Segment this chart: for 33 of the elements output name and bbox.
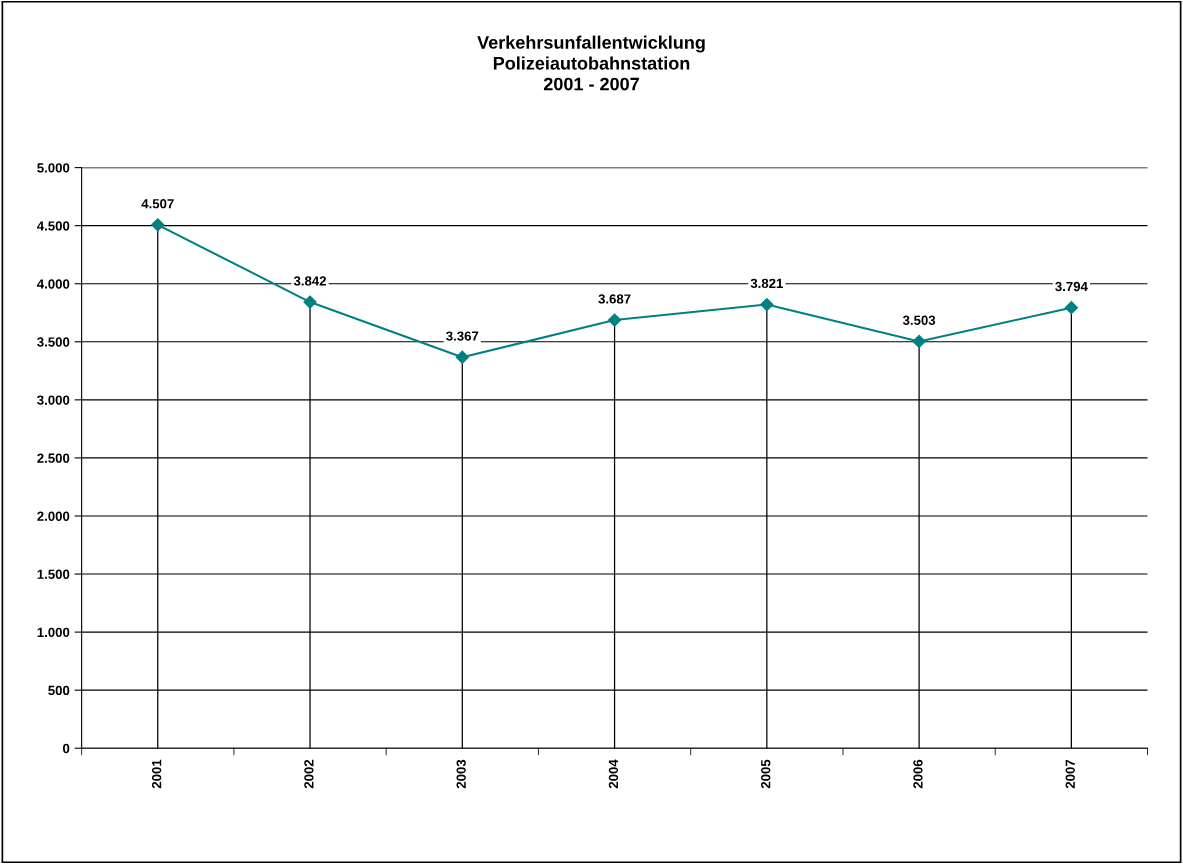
y-tick-label: 3.000 [37, 395, 70, 405]
point [760, 297, 774, 312]
y-tick-label: 500 [48, 685, 70, 696]
point [303, 295, 317, 309]
y-tick-label: 0 [63, 743, 70, 754]
point [455, 350, 469, 364]
data-label: 4.507 [141, 199, 174, 209]
y-tick-label: 5.000 [37, 163, 70, 173]
point [607, 313, 622, 327]
y-tick-label: 4.500 [37, 221, 70, 231]
y-tick-label: 2.000 [37, 511, 70, 521]
data-label: 3.794 [1055, 281, 1088, 292]
data-label: 3.842 [293, 276, 327, 286]
y-tick-label: 1.500 [37, 569, 70, 579]
x-tick-label: 2006 [913, 759, 923, 789]
x-tick-label: 2004 [608, 759, 619, 789]
x-tick-label: 2003 [456, 759, 466, 789]
x-tick-label: 2001 [151, 759, 162, 789]
x-tick-label: 2002 [304, 759, 314, 789]
data-label: 3.687 [598, 294, 631, 304]
data-label: 3.821 [750, 278, 783, 289]
y-tick-label: 4.000 [37, 279, 70, 289]
point [151, 218, 165, 232]
y-tick-label: 3.500 [37, 337, 70, 347]
data-label: 3.503 [902, 315, 936, 325]
x-tick-label: 2007 [1065, 759, 1075, 789]
y-tick-label: 2.500 [37, 453, 70, 463]
chart-title: Verkehrsunfallentwicklung Polizeiautobahnstation 2001 - 2007 [477, 35, 705, 91]
y-tick-label: 1.000 [37, 627, 70, 638]
x-tick-label: 2005 [761, 759, 771, 789]
point [1064, 301, 1078, 315]
data-label: 3.367 [446, 331, 479, 341]
point [912, 334, 926, 349]
